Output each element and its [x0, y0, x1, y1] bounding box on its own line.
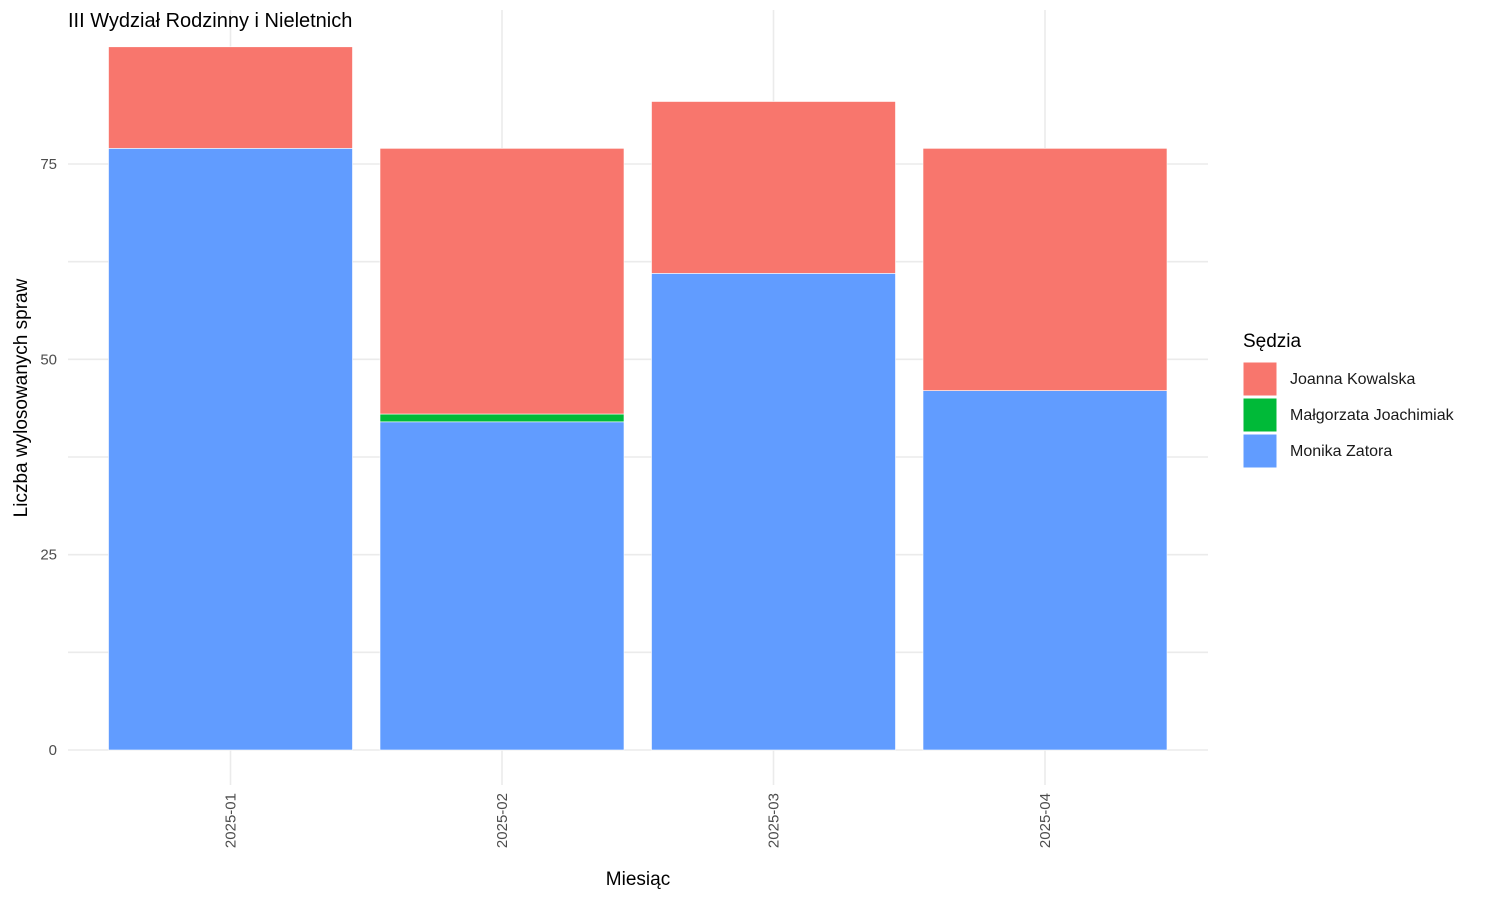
bar-segment	[108, 148, 353, 751]
y-tick-label: 25	[40, 547, 57, 564]
y-tick-label: 75	[40, 156, 57, 173]
y-axis-ticks: 0 25 50 75	[40, 156, 57, 759]
bar-segment	[651, 101, 896, 274]
chart-title: III Wydział Rodzinny i Nieletnich	[68, 10, 352, 32]
legend-title: Sędzia	[1243, 331, 1302, 352]
x-tick-label: 2025-01	[223, 793, 240, 848]
y-tick-label: 0	[49, 742, 57, 759]
legend-swatch	[1242, 433, 1278, 469]
x-tick-label: 2025-03	[766, 793, 783, 848]
y-tick-label: 50	[40, 351, 57, 368]
legend-label: Monika Zatora	[1290, 443, 1392, 460]
x-tick-label: 2025-04	[1037, 793, 1054, 848]
x-axis-ticks: 2025-01 2025-02 2025-03 2025-04	[223, 793, 1055, 848]
bar-segment	[922, 390, 1168, 751]
bar-segment	[379, 413, 625, 423]
legend-label: Joanna Kowalska	[1290, 371, 1416, 388]
y-axis-title: Liczba wylosowanych spraw	[11, 278, 32, 517]
legend-label: Małgorzata Joachimiak	[1290, 407, 1455, 424]
x-axis-title: Miesiąc	[606, 869, 670, 890]
legend-swatch	[1242, 397, 1278, 433]
legend-items: Joanna Kowalska Małgorzata Joachimiak Moni…	[1242, 361, 1455, 469]
legend-swatch	[1242, 361, 1278, 397]
bar-segment	[379, 421, 625, 751]
bars	[108, 46, 1168, 751]
legend: Sędzia Joanna Kowalska Małgorzata Joachim…	[1242, 331, 1455, 469]
bar-segment	[651, 273, 896, 751]
x-tick-label: 2025-02	[494, 793, 511, 848]
bar-segment	[108, 46, 353, 149]
bar-segment	[922, 148, 1168, 391]
bar-segment	[379, 148, 625, 415]
